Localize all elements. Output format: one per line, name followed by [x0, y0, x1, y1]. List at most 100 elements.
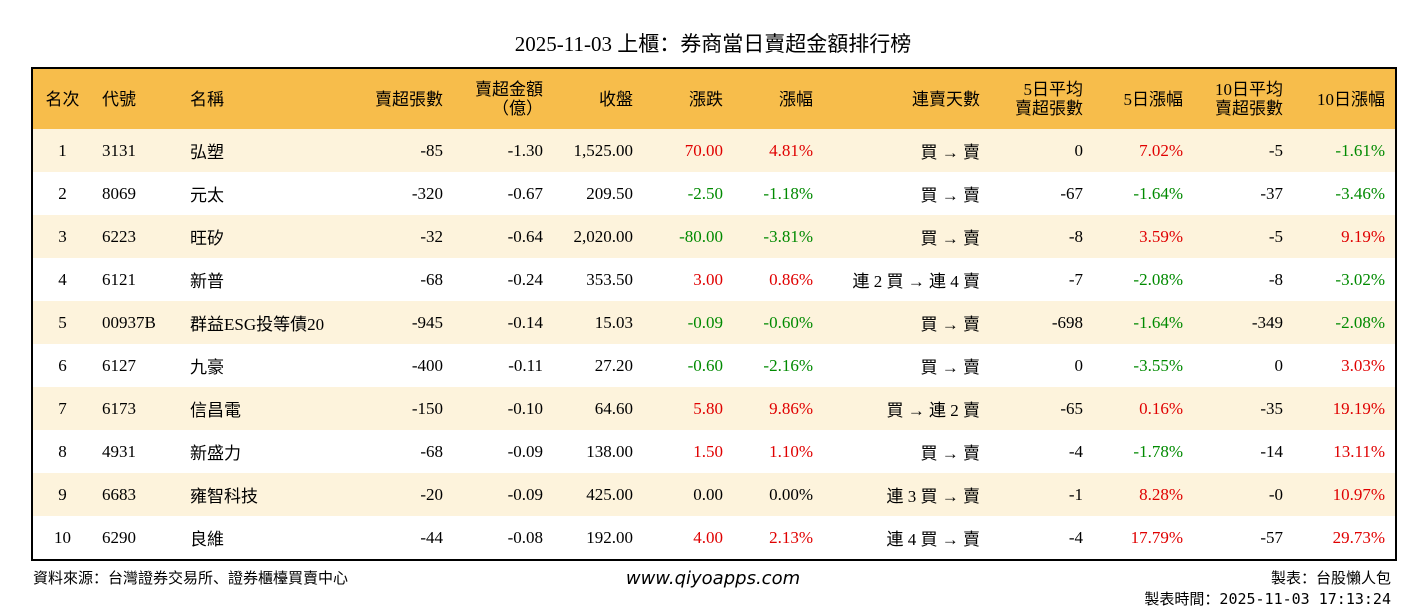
table-cell: 0.00%: [769, 484, 813, 504]
table-cell: -2.08%: [1335, 312, 1385, 332]
table-cell: 27.20: [594, 355, 633, 375]
table-cell: 新盛力: [190, 444, 241, 463]
table-cell: 1,525.00: [573, 140, 634, 160]
table-cell: -32: [420, 226, 443, 246]
table-cell: 0.00: [693, 484, 723, 504]
column-header: 賣超張數: [355, 68, 453, 129]
table-cell: -65: [1060, 398, 1083, 418]
table-cell: -0.64: [507, 226, 543, 246]
table-cell: -4: [1068, 441, 1083, 461]
table-cell: 買 → 賣: [920, 186, 981, 205]
table-cell: 10: [54, 527, 71, 547]
table-cell: 弘塑: [190, 143, 224, 162]
column-header: 代號: [92, 68, 180, 129]
table-row: 3 6223 旺矽 -32 -0.64 2,020.00 -80.00 -3.81% 買 → 賣…: [32, 215, 1396, 258]
table-cell: -150: [411, 398, 443, 418]
table-cell: 1.10%: [769, 441, 813, 461]
table-cell: -0.09: [687, 312, 723, 332]
table-cell: -8: [1068, 226, 1083, 246]
table-cell: 5: [58, 312, 67, 332]
table-cell: -320: [411, 183, 443, 203]
table-cell: 6683: [102, 484, 136, 504]
table-cell: 3131: [102, 140, 136, 160]
table-cell: -1.18%: [763, 183, 813, 203]
table-cell: -0: [1268, 484, 1283, 504]
table-cell: 7.02%: [1139, 140, 1183, 160]
table-cell: -3.55%: [1133, 355, 1183, 375]
table-cell: -1.61%: [1335, 140, 1385, 160]
table-row: 1 3131 弘塑 -85 -1.30 1,525.00 70.00 4.81% 買 → 賣 0 7…: [32, 129, 1396, 172]
author: 製表：台股懶人包: [1270, 569, 1391, 587]
table-cell: -1.30: [507, 140, 543, 160]
column-header: 5日平均 賣超張數: [990, 68, 1093, 129]
table-cell: 旺矽: [190, 229, 224, 248]
title: 2025-11-03 上櫃：券商當日賣超金額排行榜: [514, 32, 912, 56]
table-cell: 6121: [102, 269, 136, 289]
table-cell: -698: [1051, 312, 1083, 332]
table-row: 7 6173 信昌電 -150 -0.10 64.60 5.80 9.86% 買 → 連 2 賣…: [32, 387, 1396, 430]
source: 資料來源：台灣證券交易所、證券櫃檯買賣中心: [33, 569, 349, 587]
table-cell: 9.86%: [769, 398, 813, 418]
table-cell: -0.09: [507, 441, 543, 461]
table-cell: -85: [420, 140, 443, 160]
table-cell: 0.16%: [1139, 398, 1183, 418]
column-header: 漲跌: [643, 68, 733, 129]
table-cell: 買 → 賣: [920, 229, 981, 248]
table-row: 8 4931 新盛力 -68 -0.09 138.00 1.50 1.10% 買 → 賣 -4 -1…: [32, 430, 1396, 473]
table-cell: 0.86%: [769, 269, 813, 289]
table-row: 6 6127 九豪 -400 -0.11 27.20 -0.60 -2.16% 買 → 賣 0 -3…: [32, 344, 1396, 387]
table-cell: 2.13%: [769, 527, 813, 547]
table-cell: 1.50: [693, 441, 723, 461]
table-cell: 00937B: [102, 312, 156, 332]
table-cell: 連 4 買 → 賣: [886, 530, 981, 549]
header-row: 名次 代號 名稱 賣超張數 賣超金額 （億） 收盤 漲跌 漲幅 連賣天數 5日平均 賣超張數 5日漲…: [32, 68, 1396, 129]
table-row: 5 00937B 群益ESG投等債20 -945 -0.14 15.03 -0.09 -0.6…: [32, 301, 1396, 344]
table-cell: -1.64%: [1133, 312, 1183, 332]
table-cell: -3.02%: [1335, 269, 1385, 289]
table-cell: 買 → 賣: [920, 315, 981, 334]
table-cell: 4.81%: [769, 140, 813, 160]
table-cell: 8.28%: [1139, 484, 1183, 504]
table-cell: 0: [1074, 355, 1084, 375]
table-cell: -400: [411, 355, 443, 375]
table-cell: -68: [420, 269, 443, 289]
table-cell: -1.78%: [1133, 441, 1183, 461]
table-cell: -3.81%: [763, 226, 813, 246]
table-cell: 8069: [102, 183, 136, 203]
table-cell: 425.00: [586, 484, 633, 504]
table-cell: -14: [1260, 441, 1283, 461]
table-row: 10 6290 良維 -44 -0.08 192.00 4.00 2.13% 連 4 買 → 賣…: [32, 516, 1396, 560]
table-cell: -945: [411, 312, 443, 332]
table-cell: 138.00: [586, 441, 633, 461]
table-cell: -7: [1068, 269, 1083, 289]
table-cell: 0: [1074, 140, 1084, 160]
table-cell: -5: [1268, 226, 1283, 246]
table-cell: 3: [58, 226, 67, 246]
table-cell: -2.50: [687, 183, 723, 203]
table-cell: -1.64%: [1133, 183, 1183, 203]
table-cell: -0.60%: [763, 312, 813, 332]
table-cell: -3.46%: [1335, 183, 1385, 203]
table-cell: 3.00: [693, 269, 723, 289]
table-cell: 209.50: [586, 183, 633, 203]
website: www.qiyoapps.com: [625, 568, 801, 589]
table-cell: 353.50: [586, 269, 633, 289]
table-cell: -0.14: [507, 312, 543, 332]
table-cell: 九豪: [190, 358, 224, 377]
table-cell: 0: [1274, 355, 1284, 375]
table-cell: 新普: [190, 272, 224, 291]
table-cell: -67: [1060, 183, 1083, 203]
column-header: 名次: [32, 68, 92, 129]
table-cell: 連 3 買 → 賣: [886, 487, 981, 506]
table-cell: 192.00: [586, 527, 633, 547]
table-cell: 17.79%: [1130, 527, 1183, 547]
table-cell: 6: [58, 355, 67, 375]
table-cell: -2.16%: [763, 355, 813, 375]
table-cell: 4931: [102, 441, 136, 461]
timestamp: 製表時間：2025-11-03 17:13:24: [1144, 590, 1391, 608]
table-cell: -0.11: [508, 355, 543, 375]
table-cell: 元太: [190, 186, 224, 205]
table-row: 9 6683 雍智科技 -20 -0.09 425.00 0.00 0.00% 連 3 買 → …: [32, 473, 1396, 516]
